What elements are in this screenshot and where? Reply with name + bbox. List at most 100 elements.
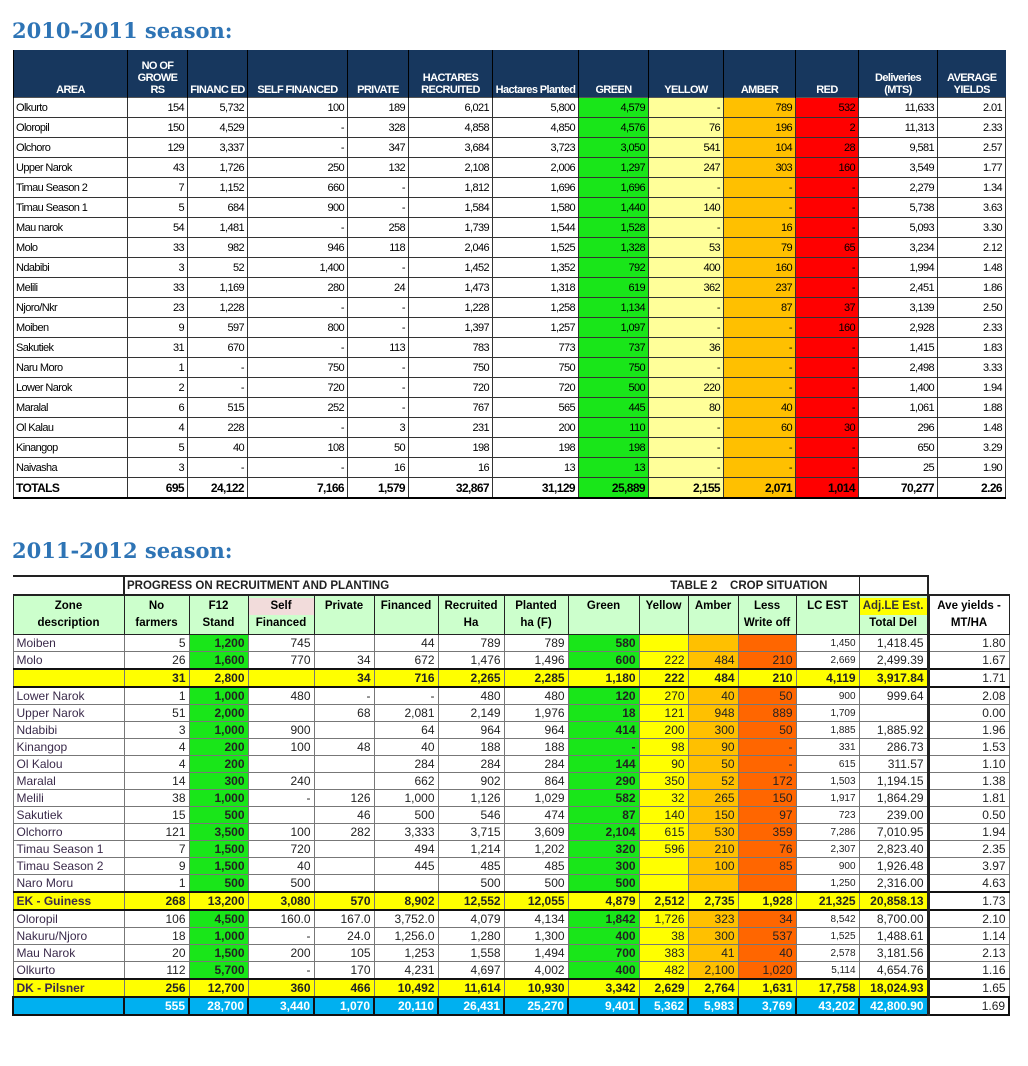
cell-financed: 500 — [373, 806, 439, 824]
cell-amber: 530 — [687, 823, 739, 841]
table-row: Njoro/Nkr 23 1,228- -1,228 1,258 1,134-87 37 3,… — [13, 297, 1006, 318]
cell-adj-le-est: 1,418.45 — [858, 634, 929, 652]
cell-planted-ha: 284 — [503, 755, 569, 773]
cell-red: - — [795, 277, 859, 298]
cell-yellow: 541 — [648, 137, 724, 158]
table-row: Ol Kalou 4 200 284 284 284 144 90 50-615 311.57 1.… — [12, 755, 1010, 773]
cell-green: 2,104 — [567, 823, 640, 841]
cell-average-yield: 1.86 — [937, 277, 1006, 298]
table-row: Nakuru/Njoro 18 1,000-24.0 1,256.0 1,280 1,30… — [12, 927, 1010, 945]
cell-farmers: 121 — [123, 823, 190, 841]
cell-hectares-recruited: 6,021 — [408, 97, 493, 118]
cell-self-financed: 800 — [247, 317, 348, 338]
cell-adj-le-est: 42,800.90 — [858, 996, 930, 1016]
cell-average-yield: 1.48 — [937, 257, 1006, 278]
cell-growers: 154 — [127, 97, 188, 118]
cell-self-financed: 900 — [247, 721, 315, 739]
cell-private: 50 — [347, 437, 409, 458]
cell-less-write-off: - — [737, 755, 797, 773]
cell-less-write-off — [737, 874, 797, 893]
cell-less-write-off: 210 — [737, 668, 797, 688]
empty-cell — [928, 576, 1009, 595]
cell-planted-ha: 4,002 — [503, 961, 569, 980]
cell-f12-stand: 1,200 — [188, 634, 249, 652]
cell-recruited-ha: 964 — [437, 721, 505, 739]
cell-recruited-ha: 4,079 — [437, 909, 505, 928]
cell-deliveries: 2,279 — [858, 177, 938, 198]
header-self-financed: SELF FINANCED — [247, 50, 348, 98]
cell-planted-ha: 25,270 — [503, 996, 570, 1016]
cell-zone: Timau Season 1 — [12, 840, 125, 858]
cell-private: - — [347, 257, 409, 278]
total-growers: 695 — [127, 477, 188, 499]
cell-private: 34 — [313, 668, 375, 688]
table-row: Maralal 14 300 240 662 902 864 290 350 52 172 1,503… — [12, 772, 1010, 790]
cell-recruited-ha: 1,214 — [437, 840, 505, 858]
header-line: Adj.LE Est. — [860, 598, 927, 615]
cell-green: 4,579 — [578, 97, 649, 118]
cell-ave-yield: 1.14 — [926, 927, 1010, 945]
cell-financed: 64 — [373, 721, 439, 739]
cell-amber: 5,983 — [687, 996, 740, 1016]
header-average-yield: AVERAGE YIELDS — [937, 50, 1006, 98]
cell-yellow: 270 — [638, 686, 689, 705]
cell-average-yield: 1.83 — [937, 337, 1006, 358]
cell-zone: EK - Guiness — [12, 891, 125, 911]
cell-hectares-recruited: 750 — [408, 357, 493, 378]
cell-yellow: - — [648, 177, 724, 198]
cell-yellow: 220 — [648, 377, 724, 398]
cell-financed: 1,000 — [373, 789, 439, 807]
cell-yellow — [638, 634, 689, 652]
header-recruited-ha: Recruited Ha — [437, 594, 505, 635]
cell-yellow: 140 — [638, 806, 689, 824]
cell-self-financed: 745 — [247, 634, 315, 652]
cell-yellow — [638, 874, 689, 893]
header-farmers: No farmers — [123, 594, 190, 635]
table-row: Oloropil 106 4,500 160.0 167.0 3,752.0 4,079 4,… — [12, 909, 1010, 928]
cell-yellow: 247 — [648, 157, 724, 178]
cell-amber: 484 — [687, 668, 739, 688]
table-row: Molo 26 1,600 770 34 672 1,476 1,496 600 222 484 21… — [12, 651, 1010, 670]
cell-amber: - — [723, 337, 796, 358]
cell-private: 118 — [347, 237, 409, 258]
cell-zone: Timau Season 2 — [12, 857, 125, 875]
cell-yellow: 200 — [638, 721, 689, 739]
cell-amber: 237 — [723, 277, 796, 298]
cell-financed: 40 — [373, 738, 439, 756]
cell-private: 570 — [313, 891, 375, 911]
cell-amber: - — [723, 177, 796, 198]
cell-self-financed: - — [247, 457, 348, 478]
cell-average-yield: 2.50 — [937, 297, 1006, 318]
cell-planted-ha: 864 — [503, 772, 569, 790]
cell-f12-stand: 500 — [188, 806, 249, 824]
cell-green: 1,297 — [578, 157, 649, 178]
cell-f12-stand: 1,000 — [188, 927, 249, 945]
cell-farmers: 4 — [123, 755, 190, 773]
cell-financed: 2,081 — [373, 704, 439, 722]
cell-yellow: - — [648, 297, 724, 318]
cell-growers: 6 — [127, 397, 188, 418]
cell-self-financed: 360 — [247, 978, 315, 998]
cell-planted-ha: 4,134 — [503, 909, 569, 928]
cell-ave-yield: 1.53 — [926, 738, 1010, 756]
cell-ave-yield: 1.38 — [926, 772, 1010, 790]
cell-red: - — [795, 437, 859, 458]
cell-amber: - — [723, 357, 796, 378]
cell-lc-est: 723 — [795, 806, 860, 824]
header-line: Stand — [202, 617, 235, 629]
cell-self-financed: 946 — [247, 237, 348, 258]
cell-yellow: 140 — [648, 197, 724, 218]
cell-planted-ha: 3,609 — [503, 823, 569, 841]
cell-green: 500 — [567, 874, 640, 893]
cell-f12-stand: 2,800 — [188, 668, 249, 688]
cell-adj-le-est: 1,488.61 — [858, 927, 929, 945]
cell-yellow: 2,512 — [638, 891, 689, 911]
cell-area: Upper Narok — [13, 157, 128, 178]
cell-self-financed — [247, 668, 315, 688]
cell-lc-est: 900 — [795, 686, 860, 705]
header-line: Ha — [463, 617, 479, 629]
cell-adj-le-est: 286.73 — [858, 738, 929, 756]
cell-lc-est: 2,578 — [795, 944, 860, 962]
cell-red: 37 — [795, 297, 859, 318]
cell-farmers: 26 — [123, 651, 190, 670]
